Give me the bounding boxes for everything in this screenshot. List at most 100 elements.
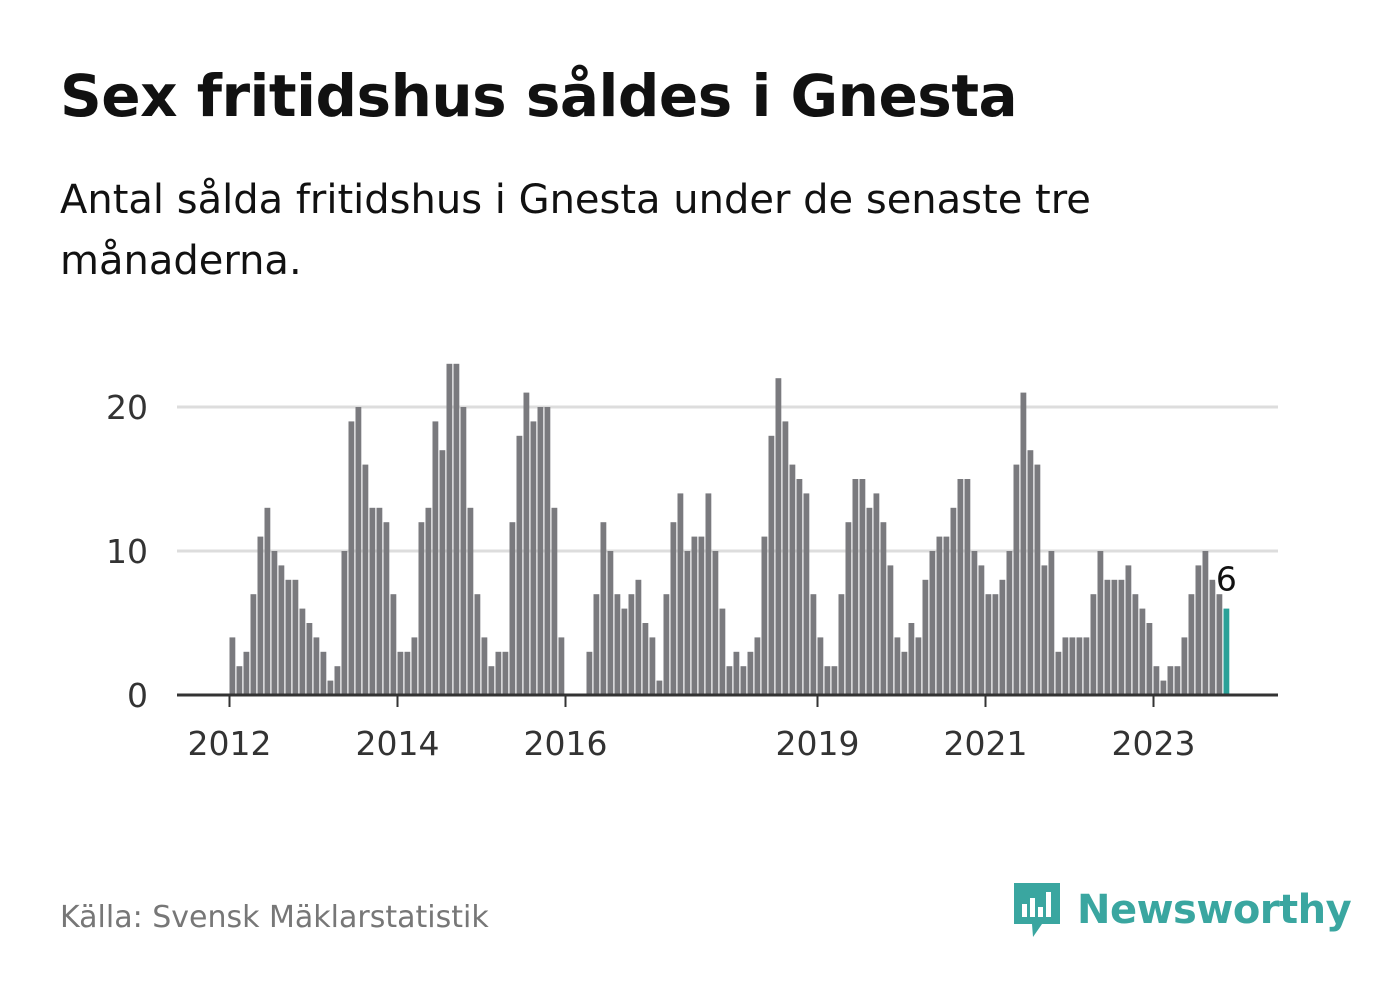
bar [551,507,558,695]
bar [887,565,894,695]
bar [1041,565,1048,695]
bar [341,551,348,695]
bar [740,666,747,695]
bar [523,392,530,695]
bar [516,435,523,695]
bar [250,594,257,695]
bar [600,522,607,695]
bar [607,551,614,695]
bar [481,637,488,695]
bar [425,507,432,695]
bar [278,565,285,695]
x-tick-label: 2023 [1112,724,1196,763]
bar [1202,551,1209,695]
bar [474,594,481,695]
bar [929,551,936,695]
bar [621,608,628,695]
bar [236,666,243,695]
bar [1174,666,1181,695]
bar [1027,450,1034,695]
bar [1125,565,1132,695]
bar [1034,464,1041,695]
bar [418,522,425,695]
bar [817,637,824,695]
bar [831,666,838,695]
bar [803,493,810,695]
bar [299,608,306,695]
bar [292,579,299,695]
bar [404,651,411,695]
x-tick-label: 2016 [524,724,608,763]
bar [488,666,495,695]
bar [845,522,852,695]
newsworthy-logo-icon [1014,883,1060,937]
bar [313,637,320,695]
bar [775,378,782,695]
bar [1076,637,1083,695]
bar [866,507,873,695]
bar [1139,608,1146,695]
bar [950,507,957,695]
bar [502,651,509,695]
bar [495,651,502,695]
bar [628,594,635,695]
bar [229,637,236,695]
bar [915,637,922,695]
bar [1083,637,1090,695]
bar [782,421,789,695]
bar [838,594,845,695]
bar [796,479,803,695]
bar [985,594,992,695]
bar [859,479,866,695]
bar [558,637,565,695]
bar [1097,551,1104,695]
bar [320,651,327,695]
bar [271,551,278,695]
bar [369,507,376,695]
bar [943,536,950,695]
bar [1118,579,1125,695]
bar [586,651,593,695]
bar [243,651,250,695]
bar [1132,594,1139,695]
bar [747,651,754,695]
bar [530,421,537,695]
bar [1020,392,1027,695]
bar [355,407,362,695]
bar [264,507,271,695]
bar [1062,637,1069,695]
bar [684,551,691,695]
bar [936,536,943,695]
x-tick-label: 2012 [188,724,272,763]
bar [537,407,544,695]
bar [439,450,446,695]
bar [733,651,740,695]
bar [446,363,453,695]
bar [306,623,313,695]
bar [376,507,383,695]
bar [397,651,404,695]
bar [1013,464,1020,695]
brand-logo: Newsworthy [1011,880,1352,940]
bar [978,565,985,695]
bar [390,594,397,695]
y-tick-label: 10 [106,532,148,571]
bar [614,594,621,695]
bar [754,637,761,695]
bar [285,579,292,695]
bar [880,522,887,695]
bar [964,479,971,695]
bar [957,479,964,695]
bar [1160,680,1167,695]
bar [761,536,768,695]
bar [460,407,467,695]
bar [719,608,726,695]
bar [1055,651,1062,695]
chart-subtitle: Antal sålda fritidshus i Gnesta under de… [60,177,1091,284]
bar [670,522,677,695]
bar [1146,623,1153,695]
bar [544,407,551,695]
bar [1006,551,1013,695]
bar [705,493,712,695]
